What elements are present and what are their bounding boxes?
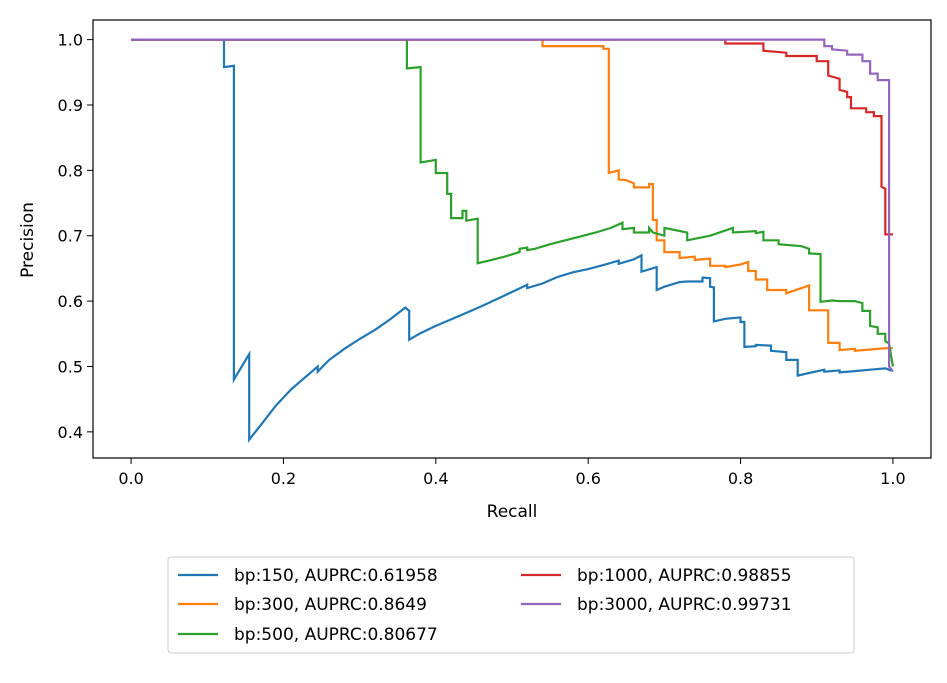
x-tick-label: 0.4	[423, 469, 448, 488]
x-axis-label: Recall	[487, 502, 538, 522]
y-axis-ticks: 0.4 0.5 0.6 0.7 0.8 0.9 1.0	[58, 31, 93, 442]
y-tick-label: 0.4	[58, 423, 83, 442]
y-tick-label: 0.6	[58, 292, 83, 311]
legend-label-4: bp:1000, AUPRC:0.98855	[577, 566, 792, 586]
series-line-5	[131, 38, 894, 372]
legend-label-3: bp:500, AUPRC:0.80677	[234, 625, 438, 645]
x-tick-label: 0.2	[271, 469, 296, 488]
legend: bp:150, AUPRC:0.61958 bp:300, AUPRC:0.864…	[167, 556, 855, 654]
series-line-1	[131, 38, 894, 443]
y-axis-label: Precision	[18, 202, 38, 278]
y-tick-label: 0.5	[58, 357, 83, 376]
x-tick-label: 1.0	[880, 469, 905, 488]
legend-label-1: bp:150, AUPRC:0.61958	[234, 566, 438, 586]
legend-frame	[167, 556, 855, 654]
series-layer	[131, 38, 894, 443]
x-tick-label: 0.6	[575, 469, 600, 488]
y-tick-label: 0.9	[58, 96, 83, 115]
legend-label-2: bp:300, AUPRC:0.8649	[234, 595, 427, 615]
series-line-2	[131, 38, 893, 352]
x-axis-ticks: 0.0 0.2 0.4 0.6 0.8 1.0	[118, 458, 906, 488]
y-tick-label: 0.8	[58, 161, 83, 180]
y-tick-label: 1.0	[58, 31, 83, 50]
legend-label-5: bp:3000, AUPRC:0.99731	[577, 595, 792, 615]
x-tick-label: 0.0	[118, 469, 143, 488]
x-tick-label: 0.8	[728, 469, 753, 488]
y-tick-label: 0.7	[58, 227, 83, 246]
plot-frame	[92, 19, 932, 459]
series-line-3	[131, 38, 894, 367]
series-line-4	[131, 38, 893, 236]
